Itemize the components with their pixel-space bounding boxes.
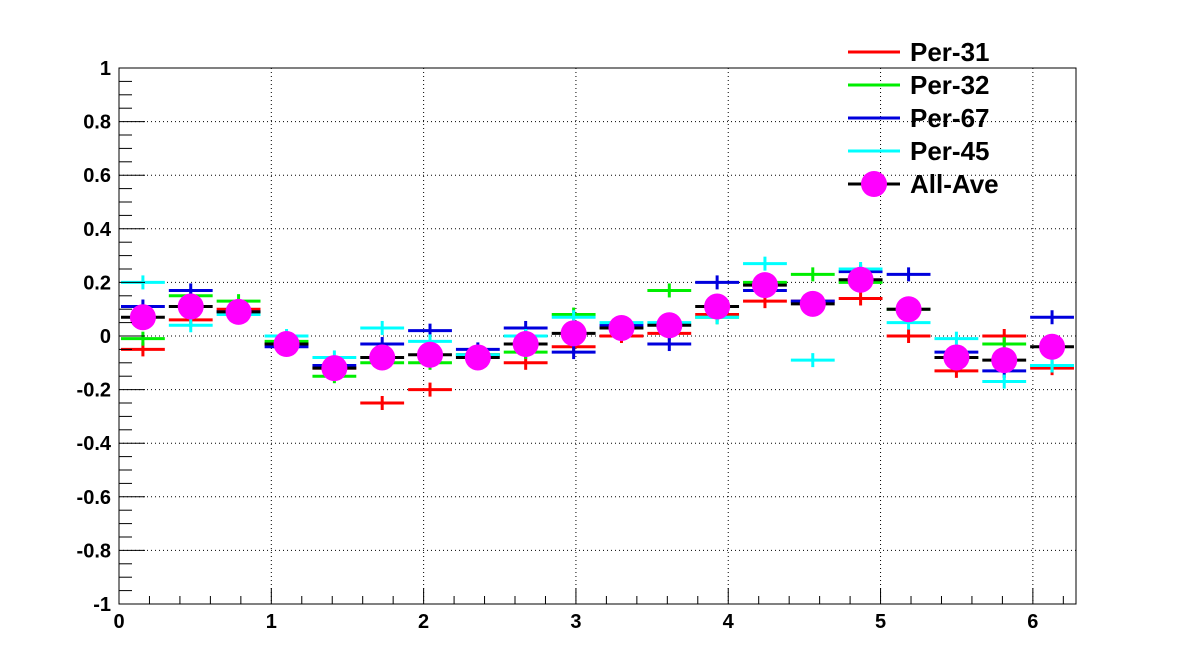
data-point (360, 320, 405, 335)
data-point (647, 283, 692, 298)
y-tick-label: 0.6 (83, 165, 111, 187)
data-point (886, 329, 931, 343)
data-point (408, 341, 452, 368)
legend-label: Per-45 (910, 136, 990, 166)
data-point (264, 331, 309, 358)
data-point (743, 272, 787, 299)
data-point (360, 396, 405, 410)
data-point (216, 298, 261, 325)
legend-marker (861, 171, 887, 197)
data-point (934, 344, 979, 371)
x-tick-label: 3 (570, 611, 581, 633)
y-tick-label: -0.6 (77, 487, 111, 509)
data-point (886, 267, 931, 282)
data-point (790, 267, 835, 282)
legend-label: All-Ave (910, 169, 999, 199)
y-tick-label: -1 (93, 594, 111, 616)
data-point (934, 331, 979, 346)
x-tick-label: 0 (113, 611, 124, 633)
data-point (838, 291, 883, 306)
data-point (790, 290, 835, 317)
series-layer (121, 256, 1074, 410)
legend-entry-per-32: Per-32 (848, 70, 990, 100)
y-tick-label: 0.2 (83, 272, 111, 294)
data-point (1030, 310, 1074, 325)
data-point (647, 337, 692, 352)
y-tick-label: 0 (100, 326, 111, 348)
data-point (838, 266, 883, 293)
legend-label: Per-32 (910, 70, 990, 100)
x-tick-label: 1 (266, 611, 277, 633)
data-point (982, 347, 1027, 374)
data-point (360, 344, 405, 371)
y-tick-label: -0.8 (77, 540, 111, 562)
legend-label: Per-31 (910, 37, 990, 67)
data-point (743, 256, 787, 271)
data-point (695, 293, 740, 320)
data-point (790, 353, 835, 368)
data-point (121, 304, 165, 331)
data-point (312, 355, 357, 382)
y-tick-label: -0.4 (77, 433, 112, 455)
series-all-ave (121, 266, 1074, 382)
x-tick-label: 6 (1027, 611, 1038, 633)
data-point (408, 382, 452, 397)
y-tick-label: -0.2 (77, 380, 111, 402)
data-point (121, 331, 165, 346)
data-point (455, 344, 500, 371)
legend-entry-per-67: Per-67 (848, 103, 990, 133)
data-point (551, 345, 596, 360)
data-point (695, 275, 740, 290)
axes: 0 1 2 3 4 5 6 -1 -0.8 -0.6 -0.4 -0.2 0 0.2 0.4 0.6 0.8 1 (77, 58, 1064, 633)
data-point (551, 320, 596, 347)
legend-entry-per-45: Per-45 (848, 136, 990, 166)
x-tick-label: 2 (418, 611, 429, 633)
data-point (647, 312, 692, 339)
data-point (1030, 333, 1074, 360)
data-point (168, 318, 213, 333)
legend-entry-all-ave: All-Ave (848, 169, 999, 199)
data-point (168, 293, 213, 320)
data-point (1030, 358, 1074, 373)
y-tick-label: 1 (100, 58, 111, 80)
legend-entry-per-31: Per-31 (848, 37, 990, 67)
data-point (886, 296, 931, 323)
legend-label: Per-67 (910, 103, 990, 133)
data-point (982, 374, 1027, 389)
y-tick-label: 0.8 (83, 112, 111, 134)
y-tick-label: 0.4 (83, 219, 112, 241)
data-point (599, 314, 644, 341)
x-tick-label: 4 (723, 611, 735, 633)
x-tick-label: 5 (875, 611, 886, 633)
data-point (503, 331, 548, 358)
